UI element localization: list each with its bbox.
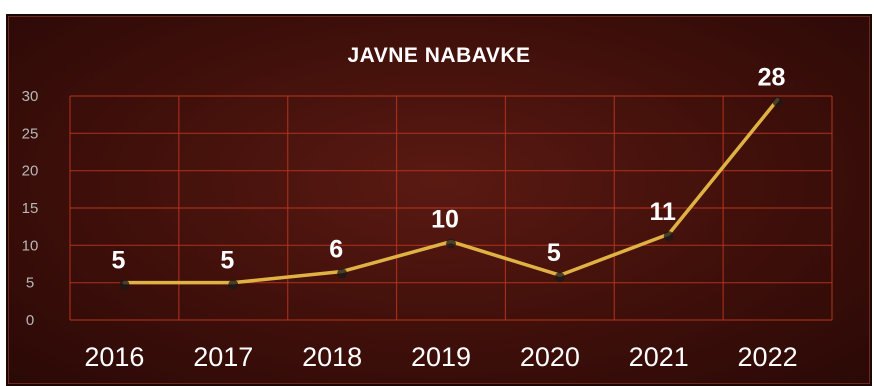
data-label: 28 — [758, 64, 786, 92]
data-point — [446, 238, 456, 249]
x-tick-label: 2017 — [193, 342, 253, 372]
y-tick-label: 30 — [22, 88, 39, 105]
data-point — [663, 231, 674, 242]
y-tick-label: 5 — [26, 275, 34, 292]
x-tick-label: 2021 — [629, 342, 689, 372]
data-label: 11 — [649, 198, 676, 226]
x-tick-label: 2019 — [411, 342, 471, 372]
data-point — [228, 279, 239, 290]
data-point — [119, 279, 130, 290]
data-label: 10 — [431, 206, 459, 234]
x-tick-label: 2016 — [84, 342, 144, 372]
data-label: 5 — [111, 247, 125, 275]
data-point — [337, 268, 348, 279]
data-label: 5 — [220, 247, 234, 275]
y-tick-label: 15 — [22, 200, 39, 217]
x-axis-ticks: 2016 2017 2018 2019 2020 2021 2022 — [84, 342, 797, 372]
chart-panel: JAVNE NABAVKE 0 5 10 15 20 25 30 2016 2017 2018 2… — [6, 14, 872, 386]
data-label: 5 — [547, 239, 561, 267]
x-tick-label: 2020 — [520, 342, 580, 372]
grid — [69, 95, 833, 321]
data-point — [772, 96, 783, 107]
y-tick-label: 10 — [22, 237, 39, 254]
y-tick-label: 25 — [22, 125, 39, 142]
series — [119, 96, 783, 290]
x-tick-label: 2018 — [302, 342, 362, 372]
y-tick-label: 0 — [26, 312, 34, 329]
x-tick-label: 2022 — [738, 342, 798, 372]
y-tick-label: 20 — [22, 163, 39, 180]
data-point — [554, 272, 565, 283]
data-label: 6 — [329, 235, 343, 263]
y-axis-ticks: 0 5 10 15 20 25 30 — [22, 88, 39, 329]
data-labels: 5 5 6 10 5 11 28 — [111, 64, 785, 275]
chart-title: JAVNE NABAVKE — [347, 44, 530, 67]
